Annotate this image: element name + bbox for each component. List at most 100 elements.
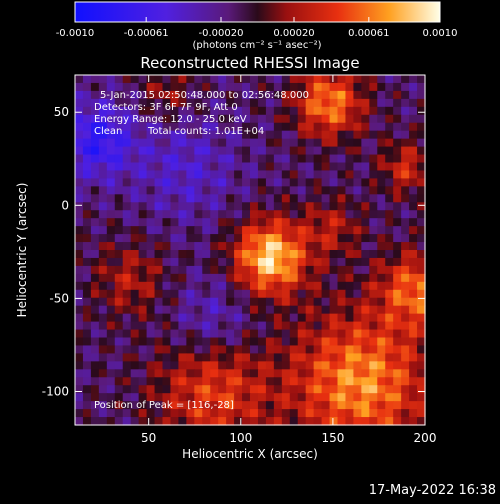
heatmap-cell [98,337,108,347]
heatmap-cell [90,194,100,203]
heatmap-cell [401,361,410,370]
heatmap-cell [170,210,179,219]
heatmap-cell [82,242,92,251]
heatmap-cell [337,265,347,275]
heatmap-cell [178,75,187,84]
heatmap-cell [257,194,267,203]
colorbar-tick-label: -0.00061 [124,28,169,39]
heatmap-cell [385,210,394,219]
heatmap-cell [170,321,179,331]
heatmap-cell [226,345,235,354]
heatmap-cell [170,329,179,339]
heatmap-cell [289,281,299,291]
heatmap-cell [82,273,92,283]
heatmap-cell [218,154,227,164]
heatmap-cell [289,218,299,227]
heatmap-cell [130,329,140,339]
heatmap-cell [257,417,267,426]
heatmap-cell [82,257,92,267]
heatmap-cell [210,337,219,347]
heatmap-cell [417,98,426,108]
heatmap-cell [82,401,92,410]
heatmap-cell [393,170,402,179]
heatmap-cell [409,305,418,315]
heatmap-cell [202,305,211,315]
heatmap-cell [409,162,418,172]
heatmap-cell [162,130,172,140]
heatmap-cell [297,178,307,187]
heatmap-cell [393,250,402,259]
heatmap-cell [178,242,187,251]
heatmap-cell [154,377,164,386]
heatmap-cell [273,281,283,291]
heatmap-cell [122,138,132,148]
heatmap-cell [130,146,140,156]
heatmap-cell [369,82,378,92]
heatmap-cell [234,250,243,259]
heatmap-cell [313,210,323,219]
heatmap-cell [194,154,203,164]
heatmap-cell [146,250,156,259]
heatmap-cell [321,130,331,140]
heatmap-cell [265,250,275,259]
heatmap-cell [353,82,362,92]
heatmap-cell [345,369,354,378]
heatmap-cell [162,90,172,100]
heatmap-cell [162,186,172,195]
heatmap-cell [122,337,132,347]
heatmap-cell [218,75,227,84]
heatmap-cell [345,226,354,235]
heatmap-cell [257,114,267,124]
heatmap-cell [369,242,378,251]
heatmap-cell [361,186,370,195]
y-tick-label: 50 [54,105,69,119]
heatmap-cell [138,130,148,140]
heatmap-cell [313,82,323,92]
heatmap-cell [393,281,402,291]
heatmap-cell [210,218,219,227]
heatmap-cell [250,385,259,394]
heatmap-cell [75,210,84,219]
heatmap-cell [385,234,394,243]
heatmap-cell [138,353,148,362]
heatmap-cell [281,361,291,370]
heatmap-cell [361,321,370,331]
heatmap-cell [162,305,172,315]
heatmap-cell [194,393,203,402]
heatmap-cell [98,210,108,219]
heatmap-cell [146,265,156,275]
heatmap-cell [98,170,108,179]
heatmap-cell [170,257,179,267]
heatmap-cell [250,218,259,227]
heatmap-cell [218,122,227,132]
heatmap-cell [417,234,426,243]
heatmap-cell [337,202,347,211]
colorbar-tick-label: 0.00061 [348,28,389,39]
heatmap-cell [369,401,378,410]
heatmap-cell [146,337,156,347]
heatmap-cell [329,154,339,164]
heatmap-cell [194,313,203,323]
heatmap-cell [106,218,116,227]
heatmap-cell [250,202,259,211]
heatmap-cell [265,273,275,283]
heatmap-cell [297,146,307,156]
heatmap-cell [377,194,386,203]
heatmap-cell [289,321,299,331]
heatmap-cell [154,337,164,347]
heatmap-cell [202,297,211,307]
heatmap-cell [393,98,402,108]
heatmap-cell [106,257,116,267]
heatmap-cell [281,393,291,402]
heatmap-cell [170,178,179,187]
heatmap-cell [178,234,187,243]
heatmap-cell [385,417,394,426]
heatmap-cell [345,170,354,179]
heatmap-cell [170,194,179,203]
heatmap-cell [281,313,291,323]
heatmap-cell [122,377,132,386]
heatmap-cell [393,353,402,362]
heatmap-cell [170,90,179,100]
heatmap-cell [178,82,187,92]
heatmap-cell [337,186,347,195]
